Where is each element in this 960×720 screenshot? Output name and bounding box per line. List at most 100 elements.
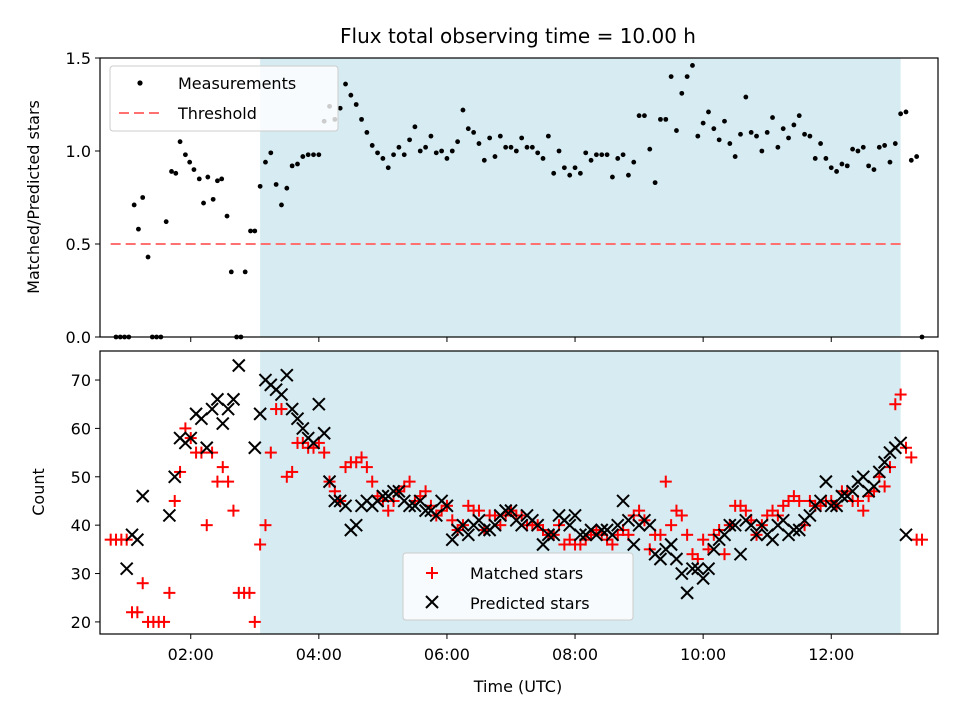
measurement-point bbox=[183, 152, 188, 158]
matched-star-point bbox=[894, 388, 907, 401]
measurement-point bbox=[572, 165, 578, 171]
top-y-axis-label: Matched/Predicted stars bbox=[24, 100, 43, 294]
predicted-star-point bbox=[232, 358, 246, 373]
predicted-star-point bbox=[445, 532, 459, 547]
measurement-point bbox=[866, 163, 872, 169]
top-legend: Measurements Threshold bbox=[109, 65, 339, 132]
predicted-star-point bbox=[285, 402, 299, 416]
predicted-star-point bbox=[765, 532, 780, 547]
predicted-star-point bbox=[418, 503, 433, 518]
matched-star-point bbox=[360, 461, 373, 474]
top-y-ticks: 0.0 0.5 1.0 1.5 bbox=[66, 49, 100, 347]
measurement-point bbox=[492, 154, 498, 159]
measurement-point bbox=[375, 150, 380, 156]
predicted-star-point bbox=[803, 508, 817, 523]
bottom-y-axis-label: Count bbox=[29, 468, 48, 516]
measurement-point bbox=[289, 163, 295, 169]
measurement-point bbox=[417, 148, 423, 154]
matched-star-point bbox=[131, 606, 144, 619]
measurement-point bbox=[353, 102, 359, 107]
measurement-point bbox=[914, 154, 920, 159]
predicted-star-point bbox=[723, 518, 737, 532]
predicted-star-point bbox=[461, 528, 476, 542]
predicted-star-point bbox=[274, 387, 289, 402]
predicted-star-point bbox=[792, 523, 806, 537]
measurement-point bbox=[593, 152, 599, 158]
measurement-point bbox=[369, 143, 375, 148]
bottom-x-ticks: 02:00 04:00 06:00 08:00 10:00 12:00 bbox=[168, 634, 854, 664]
matched-star-point bbox=[718, 548, 731, 561]
predicted-star-point bbox=[514, 518, 529, 532]
predicted-star-point bbox=[296, 421, 310, 436]
predicted-star-point bbox=[546, 528, 561, 542]
measurement-point bbox=[786, 135, 791, 141]
measurement-point bbox=[823, 156, 829, 161]
measurement-point bbox=[706, 109, 711, 115]
predicted-star-point bbox=[135, 489, 150, 503]
predicted-star-point bbox=[653, 552, 668, 566]
measurement-point bbox=[882, 143, 888, 148]
predicted-star-point bbox=[856, 470, 870, 484]
predicted-star-point bbox=[776, 513, 790, 528]
predicted-star-point bbox=[829, 499, 844, 513]
measurement-point bbox=[513, 148, 519, 154]
matched-star-point bbox=[659, 475, 672, 488]
measurement-point bbox=[529, 144, 535, 150]
measurement-point bbox=[444, 156, 450, 161]
predicted-star-point bbox=[680, 586, 694, 600]
measurement-point bbox=[759, 148, 765, 154]
predicted-star-point bbox=[664, 537, 678, 552]
measurement-point bbox=[391, 152, 396, 158]
measurement-point bbox=[465, 126, 471, 132]
matched-star-point bbox=[264, 446, 277, 459]
x-tick-label: 04:00 bbox=[296, 645, 342, 664]
measurement-point bbox=[615, 156, 621, 161]
measurement-point bbox=[295, 161, 300, 167]
measurement-point bbox=[626, 172, 631, 178]
measurement-point bbox=[642, 113, 647, 119]
measurement-point bbox=[716, 137, 722, 143]
measurement-point bbox=[487, 135, 493, 141]
measurement-point bbox=[668, 74, 674, 79]
measurement-point bbox=[508, 144, 514, 150]
measurement-point bbox=[460, 107, 466, 113]
predicted-star-point bbox=[338, 499, 353, 513]
matched-star-point bbox=[222, 475, 235, 488]
measurement-point bbox=[364, 130, 370, 135]
measurement-point bbox=[284, 185, 290, 191]
measurement-point bbox=[577, 170, 583, 176]
measurement-point bbox=[169, 169, 174, 174]
predicted-star-point bbox=[691, 561, 705, 576]
predicted-star-point bbox=[872, 465, 886, 479]
measurement-point bbox=[348, 92, 354, 98]
predicted-star-point bbox=[184, 431, 198, 445]
measurement-point bbox=[791, 122, 797, 128]
measurement-point bbox=[647, 146, 653, 152]
measurement-point bbox=[136, 226, 141, 232]
measurement-point bbox=[658, 116, 663, 122]
predicted-star-point bbox=[530, 518, 545, 532]
top-observing-span bbox=[260, 58, 901, 337]
predicted-star-point bbox=[595, 523, 609, 537]
predicted-star-point bbox=[685, 561, 700, 576]
bottom-y-ticks: 20 30 40 50 60 70 bbox=[71, 371, 100, 632]
measurement-point bbox=[140, 195, 146, 200]
measurement-point bbox=[898, 111, 904, 117]
matched-star-point bbox=[366, 475, 379, 488]
measurement-point bbox=[412, 124, 418, 130]
measurement-point bbox=[316, 152, 322, 158]
predicted-star-point bbox=[205, 402, 219, 416]
predicted-star-point bbox=[835, 489, 849, 503]
measurement-point bbox=[604, 152, 610, 158]
measurement-point bbox=[273, 182, 279, 187]
predicted-star-point bbox=[402, 499, 417, 513]
measurement-point bbox=[191, 167, 197, 173]
measurement-point bbox=[652, 180, 658, 186]
bottom-y-tick-label: 70 bbox=[71, 371, 91, 390]
predicted-star-point bbox=[472, 513, 486, 528]
predicted-star-point bbox=[621, 513, 636, 528]
bottom-axes-frame bbox=[99, 350, 939, 635]
x-tick-label: 08:00 bbox=[552, 645, 598, 664]
predicted-star-point bbox=[392, 484, 406, 498]
